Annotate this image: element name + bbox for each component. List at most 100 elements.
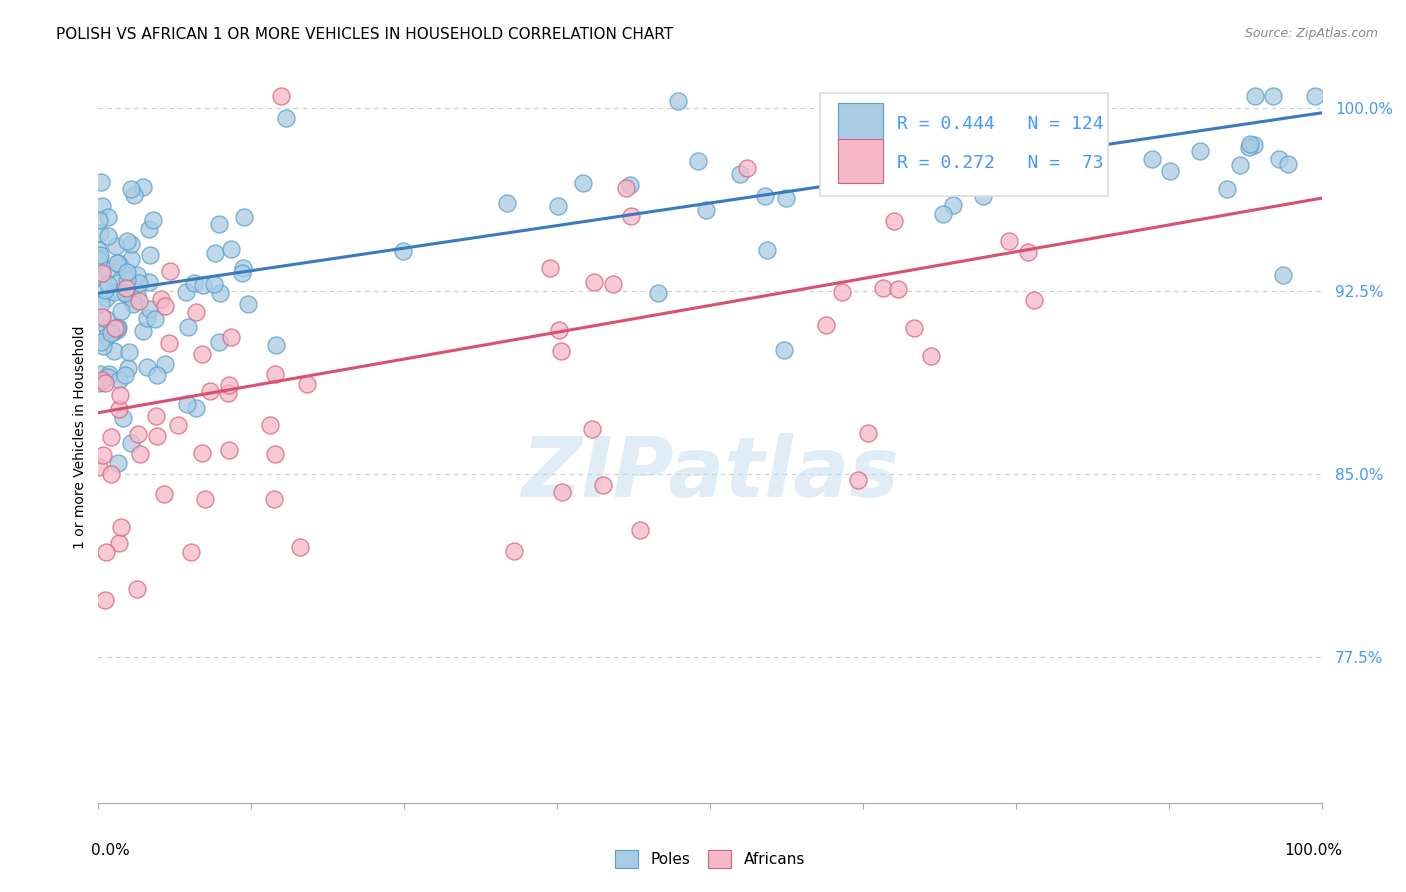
- Point: [191, 446, 214, 460]
- Point: [872, 144, 894, 158]
- Point: [115, 286, 138, 301]
- Point: [200, 384, 222, 398]
- Point: [87, 243, 110, 257]
- Text: R = 0.444   N = 124: R = 0.444 N = 124: [897, 115, 1104, 133]
- Point: [114, 368, 136, 383]
- Point: [91, 266, 114, 280]
- Point: [754, 188, 776, 202]
- Point: [295, 377, 318, 392]
- Point: [120, 252, 142, 266]
- Point: [217, 385, 239, 400]
- Point: [1243, 138, 1265, 153]
- Point: [177, 319, 200, 334]
- Point: [1188, 144, 1211, 158]
- Point: [831, 285, 853, 299]
- Point: [121, 297, 143, 311]
- FancyBboxPatch shape: [838, 103, 883, 146]
- Point: [1277, 157, 1299, 171]
- Point: [686, 153, 709, 168]
- Point: [87, 253, 110, 268]
- Point: [814, 318, 837, 332]
- Point: [619, 209, 641, 223]
- Point: [1215, 182, 1237, 196]
- Point: [91, 373, 114, 387]
- Point: [110, 388, 132, 402]
- Point: [592, 478, 614, 492]
- Point: [105, 256, 128, 270]
- Point: [572, 177, 595, 191]
- Point: [219, 243, 242, 257]
- Point: [117, 273, 139, 287]
- Point: [97, 277, 120, 291]
- Point: [503, 544, 526, 558]
- Point: [167, 418, 190, 433]
- Point: [135, 359, 157, 374]
- Point: [274, 111, 297, 125]
- Point: [94, 283, 117, 297]
- Point: [1229, 158, 1251, 172]
- Point: [120, 436, 142, 450]
- Point: [846, 473, 869, 487]
- Point: [89, 376, 111, 390]
- Point: [110, 520, 132, 534]
- Point: [619, 178, 641, 193]
- Point: [101, 326, 124, 340]
- Point: [1272, 268, 1295, 282]
- Point: [128, 276, 150, 290]
- Point: [628, 523, 651, 537]
- Point: [89, 268, 111, 282]
- Point: [970, 130, 993, 145]
- Point: [153, 357, 176, 371]
- Point: [218, 378, 240, 392]
- Point: [153, 486, 176, 500]
- Point: [117, 235, 139, 249]
- Point: [259, 417, 281, 432]
- Point: [264, 367, 287, 381]
- Point: [91, 339, 114, 353]
- Point: [392, 244, 415, 258]
- Point: [107, 320, 129, 334]
- Point: [263, 491, 285, 506]
- Point: [548, 323, 571, 337]
- Point: [193, 277, 215, 292]
- Point: [614, 181, 637, 195]
- Point: [125, 582, 148, 596]
- Point: [666, 94, 689, 108]
- Point: [94, 544, 117, 558]
- Point: [108, 373, 131, 387]
- Point: [117, 361, 139, 376]
- Point: [100, 467, 122, 481]
- Point: [97, 229, 120, 244]
- Point: [121, 291, 143, 305]
- Point: [547, 199, 569, 213]
- Legend: Poles, Africans: Poles, Africans: [614, 850, 806, 868]
- FancyBboxPatch shape: [820, 94, 1108, 195]
- Point: [107, 277, 129, 291]
- Point: [538, 260, 561, 275]
- Point: [551, 484, 574, 499]
- Point: [238, 297, 260, 311]
- Point: [120, 181, 142, 195]
- Point: [96, 329, 118, 343]
- Point: [184, 305, 207, 319]
- Point: [581, 422, 603, 436]
- Point: [100, 430, 122, 444]
- Point: [942, 198, 965, 212]
- Point: [146, 368, 169, 383]
- Point: [111, 411, 134, 425]
- Point: [1017, 117, 1039, 131]
- Point: [208, 335, 231, 350]
- Point: [231, 266, 253, 280]
- Point: [97, 210, 120, 224]
- Point: [496, 196, 519, 211]
- Point: [89, 367, 111, 381]
- Point: [872, 281, 894, 295]
- Point: [104, 321, 127, 335]
- Point: [932, 207, 955, 221]
- Point: [1237, 140, 1260, 154]
- Text: R = 0.272   N =  73: R = 0.272 N = 73: [897, 153, 1104, 172]
- Point: [180, 544, 202, 558]
- Point: [94, 593, 117, 607]
- Point: [550, 344, 572, 359]
- Point: [290, 541, 312, 555]
